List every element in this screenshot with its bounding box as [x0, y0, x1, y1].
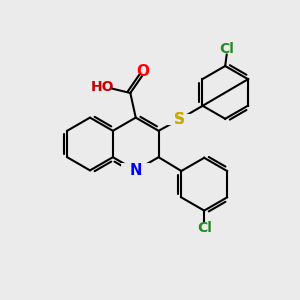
Text: O: O: [137, 64, 150, 80]
Text: Cl: Cl: [197, 221, 212, 235]
Text: S: S: [174, 112, 185, 127]
Text: HO: HO: [91, 80, 115, 94]
Text: S: S: [174, 112, 185, 127]
Text: Cl: Cl: [219, 42, 234, 56]
Text: N: N: [130, 163, 142, 178]
